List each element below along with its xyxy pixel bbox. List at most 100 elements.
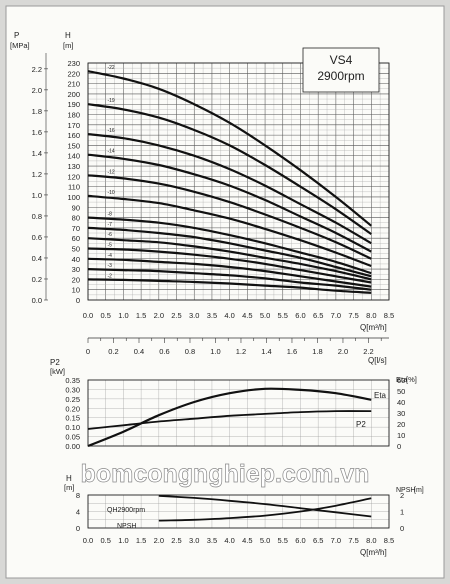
power-tick-label: 0.05 [65, 433, 80, 442]
stage-label: -22 [107, 65, 114, 71]
head-axis-label: H [65, 31, 71, 40]
npsh-head-tick-label: 4 [76, 508, 80, 517]
watermark: bomcongnghiep.com.vn [81, 460, 370, 488]
qh-curve [87, 247, 372, 284]
stage-label: -2 [107, 273, 112, 279]
npsh-flow-tick-label: 5.0 [260, 536, 270, 545]
efficiency-tick-label: 40 [397, 398, 405, 407]
head-tick-label: 160 [67, 131, 80, 140]
npsh-curves [158, 494, 372, 522]
efficiency-tick-label: 20 [397, 420, 405, 429]
pressure-tick-label: 1.2 [32, 170, 42, 179]
npsh-flow-axis-label: Q[m³/h] [360, 548, 387, 557]
npsh-flow-tick-label: 1.5 [136, 536, 146, 545]
efficiency-tick-label: 10 [397, 431, 405, 440]
power-tick-label: 0.00 [65, 442, 80, 451]
stage-label: -8 [107, 212, 112, 218]
power-tick-label: 0.30 [65, 385, 80, 394]
head-tick-label: 170 [67, 121, 80, 130]
head-tick-label: 50 [72, 244, 80, 253]
head-axis-unit: [m] [63, 41, 73, 50]
pressure-tick-label: 0.6 [32, 233, 42, 242]
head-tick-label: 210 [67, 80, 80, 89]
npsh-flow-tick-label: 0.0 [83, 536, 93, 545]
flow-tick-label: 0.0 [83, 311, 93, 320]
flow-ls-tick-label: 0.2 [108, 347, 118, 356]
power-tick-label: 0.20 [65, 404, 80, 413]
pressure-tick-label: 0.2 [32, 275, 42, 284]
npsh-series-label: NPSH [117, 523, 136, 530]
flow-tick-label: 6.0 [295, 311, 305, 320]
qh-curves: -22 -19 -16 -14 -12 -10 -8 -7 -6 -5 -4 -3 -2 [87, 65, 372, 294]
npsh-head-axis-label: H [66, 474, 72, 483]
npsh-flow-tick-label: 5.5 [278, 536, 288, 545]
flow-tick-label: 4.0 [224, 311, 234, 320]
stage-label: -14 [107, 149, 114, 155]
npsh-flow-tick-label: 8.0 [366, 536, 376, 545]
flow-ls-axis: 0 0.2 0.4 0.6 0.8 1.0 1.2 1.4 1.6 1.8 2.0 2.2 Q[l/s… [86, 337, 389, 365]
efficiency-tick-label: 50 [397, 387, 405, 396]
head-tick-label: 20 [72, 275, 80, 284]
npsh-chart: 0 4 8 0 1 2 0.0 0.5 1.0 1.5 2.0 2.5 3.0 3.5 4.0 4.5 5.0 5… [64, 474, 424, 557]
npsh-flow-tick-label: 3.5 [207, 536, 217, 545]
head-tick-label: 100 [67, 193, 80, 202]
flow-tick-label: 2.5 [171, 311, 181, 320]
power-efficiency-chart: 0.000.050.100.150.200.250.300.35 0 10 20 30 4… [50, 358, 417, 451]
power-tick-label: 0.10 [65, 423, 80, 432]
npsh-flow-tick-label: 4.5 [242, 536, 252, 545]
qh-small-curve [158, 494, 372, 518]
head-tick-label: 130 [67, 162, 80, 171]
head-tick-label: 70 [72, 224, 80, 233]
power-tick-label: 0.25 [65, 395, 80, 404]
power-curves [87, 387, 372, 448]
qh-curve [87, 216, 372, 275]
qh-curve [87, 174, 372, 260]
head-tick-label: 10 [72, 286, 80, 295]
flow-tick-label: 3.5 [207, 311, 217, 320]
flow-tick-label: 1.5 [136, 311, 146, 320]
npsh-flow-tick-label: 1.0 [118, 536, 128, 545]
flow-tick-label: 4.5 [242, 311, 252, 320]
eta-curve-label: Eta [374, 391, 387, 400]
eta-curve [87, 387, 372, 448]
flow-ls-tick-label: 0 [86, 347, 90, 356]
head-tick-label: 60 [72, 234, 80, 243]
qh-chart: -22 -19 -16 -14 -12 -10 -8 -7 -6 -5 -4 -3 -2 010 2030… [10, 31, 394, 332]
power-axis-unit: [kW] [50, 367, 65, 376]
head-tick-label: 110 [68, 183, 80, 192]
efficiency-tick-label: 0 [397, 442, 401, 451]
flow-ls-tick-label: 1.8 [312, 347, 322, 356]
pressure-tick-label: 1.0 [32, 191, 42, 200]
npsh-tick-label: 0 [400, 524, 404, 533]
npsh-axis-unit: [m] [414, 487, 424, 494]
stage-label: -6 [107, 232, 112, 238]
flow-tick-label: 6.5 [313, 311, 323, 320]
power-tick-labels: 0.000.050.100.150.200.250.300.35 0 10 20 30 4… [65, 376, 405, 451]
efficiency-tick-label: 60 [397, 376, 405, 385]
efficiency-axis-label: Eta [396, 375, 408, 384]
npsh-grid [87, 494, 390, 529]
flow-ls-ticks: 0 0.2 0.4 0.6 0.8 1.0 1.2 1.4 1.6 1.8 2.0 2.2 [86, 337, 389, 356]
head-tick-label: 180 [67, 111, 80, 120]
power-plot-frame [87, 379, 390, 447]
head-tick-label: 190 [67, 100, 80, 109]
head-tick-label: 140 [67, 152, 80, 161]
pressure-tick-label: 0.4 [32, 254, 42, 263]
pressure-tick-label: 1.6 [32, 128, 42, 137]
stage-label: -7 [107, 222, 112, 228]
flow-tick-label: 2.0 [154, 311, 164, 320]
pressure-tick-label: 1.4 [32, 149, 42, 158]
npsh-axis-label: NPSH [396, 487, 415, 494]
npsh-flow-tick-label: 7.0 [331, 536, 341, 545]
head-tick-label: 200 [67, 90, 80, 99]
qh-series-label: QH2900rpm [107, 507, 145, 514]
chart-subtitle: 2900rpm [317, 69, 364, 83]
power-tick-label: 0.35 [65, 376, 80, 385]
stage-label: -4 [107, 253, 112, 259]
flow-ls-tick-label: 1.0 [210, 347, 220, 356]
flow-tick-label: 3.0 [189, 311, 199, 320]
pressure-tick-label: 2.0 [32, 86, 42, 95]
